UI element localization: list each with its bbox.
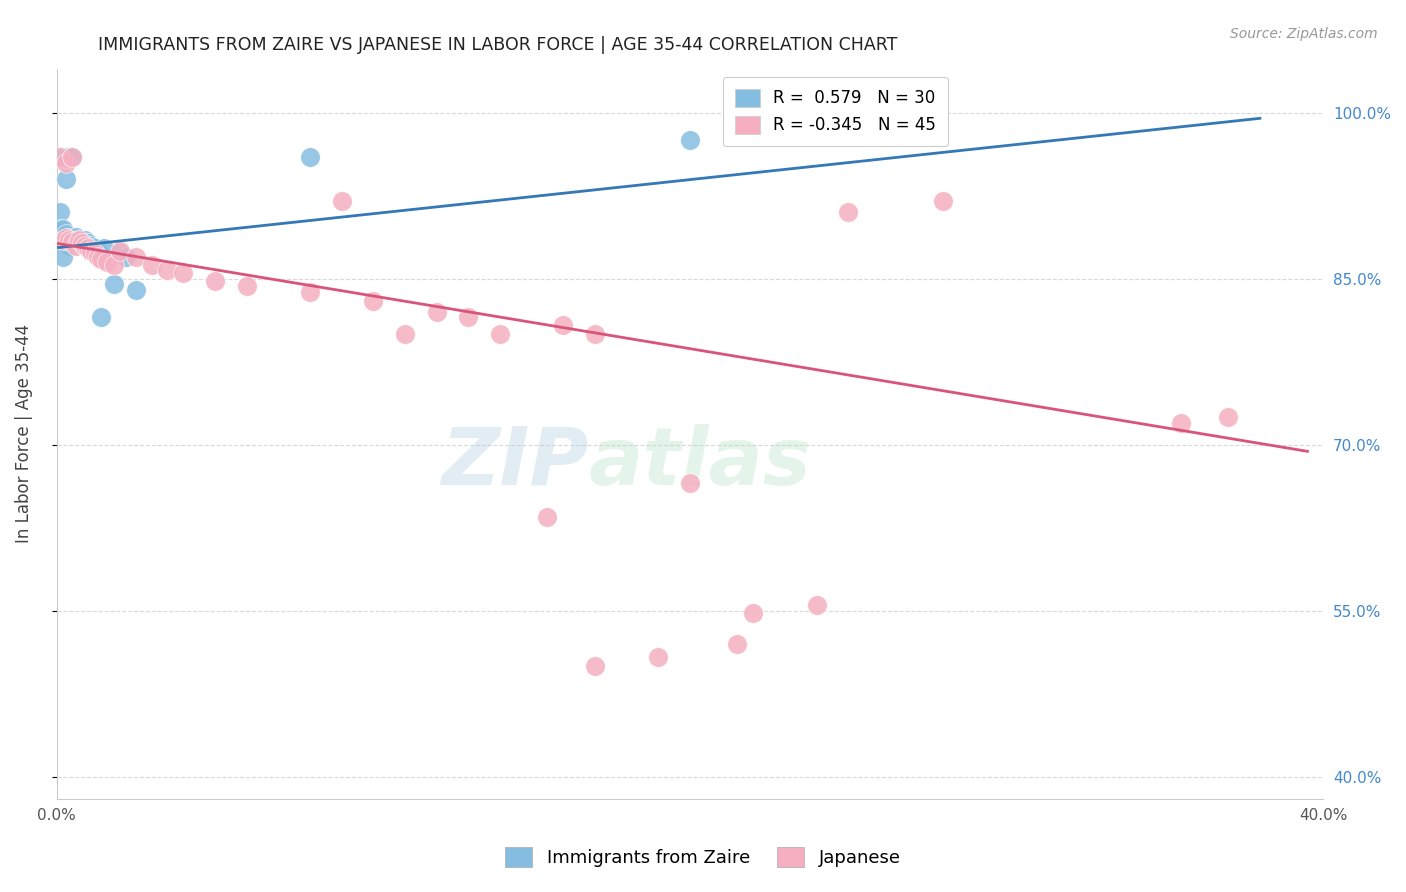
Point: [172, 266, 194, 280]
Point: [80, 244, 103, 258]
Point: [204, 274, 226, 288]
Point: [87, 250, 110, 264]
Point: [49, 150, 72, 164]
Text: atlas: atlas: [589, 424, 811, 502]
Point: [125, 283, 148, 297]
Text: IMMIGRANTS FROM ZAIRE VS JAPANESE IN LABOR FORCE | AGE 35-44 CORRELATION CHART: IMMIGRANTS FROM ZAIRE VS JAPANESE IN LAB…: [98, 36, 898, 54]
Point: [52, 222, 75, 236]
Point: [83, 246, 105, 260]
Point: [67, 233, 90, 247]
Point: [58, 238, 80, 252]
Point: [58, 233, 80, 247]
Point: [49, 205, 72, 219]
Point: [77, 236, 100, 251]
Point: [156, 263, 179, 277]
Point: [298, 285, 321, 299]
Point: [742, 606, 765, 620]
Point: [298, 150, 321, 164]
Point: [553, 318, 575, 333]
Point: [80, 238, 103, 252]
Point: [65, 238, 87, 252]
Point: [1170, 416, 1192, 430]
Point: [62, 150, 84, 164]
Point: [62, 235, 84, 250]
Point: [583, 327, 606, 342]
Point: [837, 205, 859, 219]
Point: [83, 241, 105, 255]
Point: [103, 277, 125, 292]
Point: [55, 231, 77, 245]
Point: [55, 155, 77, 169]
Point: [55, 227, 77, 242]
Point: [932, 194, 955, 209]
Text: ZIP: ZIP: [441, 424, 589, 502]
Point: [679, 133, 702, 147]
Point: [90, 252, 112, 266]
Point: [103, 259, 125, 273]
Point: [426, 305, 449, 319]
Point: [67, 233, 90, 247]
Point: [52, 150, 75, 164]
Point: [141, 259, 163, 273]
Point: [58, 231, 80, 245]
Point: [55, 172, 77, 186]
Point: [70, 236, 93, 251]
Point: [115, 250, 138, 264]
Point: [58, 150, 80, 164]
Point: [489, 327, 512, 342]
Point: [457, 310, 479, 325]
Point: [330, 194, 353, 209]
Point: [52, 233, 75, 247]
Point: [49, 222, 72, 236]
Legend: Immigrants from Zaire, Japanese: Immigrants from Zaire, Japanese: [498, 839, 908, 874]
Point: [70, 236, 93, 251]
Point: [75, 238, 97, 252]
Point: [235, 279, 257, 293]
Point: [536, 509, 558, 524]
Point: [806, 598, 828, 612]
Point: [62, 233, 84, 247]
Point: [583, 659, 606, 673]
Point: [394, 327, 416, 342]
Legend: R =  0.579   N = 30, R = -0.345   N = 45: R = 0.579 N = 30, R = -0.345 N = 45: [723, 77, 948, 146]
Point: [108, 244, 131, 258]
Point: [87, 244, 110, 258]
Point: [725, 637, 748, 651]
Point: [361, 293, 384, 308]
Point: [108, 246, 131, 260]
Point: [77, 241, 100, 255]
Point: [55, 150, 77, 164]
Point: [93, 241, 115, 255]
Y-axis label: In Labor Force | Age 35-44: In Labor Force | Age 35-44: [15, 324, 32, 543]
Point: [125, 250, 148, 264]
Point: [49, 150, 72, 164]
Point: [647, 650, 669, 665]
Point: [75, 233, 97, 247]
Point: [1218, 410, 1240, 425]
Point: [52, 250, 75, 264]
Point: [96, 255, 118, 269]
Point: [65, 229, 87, 244]
Text: Source: ZipAtlas.com: Source: ZipAtlas.com: [1230, 27, 1378, 41]
Point: [90, 310, 112, 325]
Point: [679, 476, 702, 491]
Point: [62, 150, 84, 164]
